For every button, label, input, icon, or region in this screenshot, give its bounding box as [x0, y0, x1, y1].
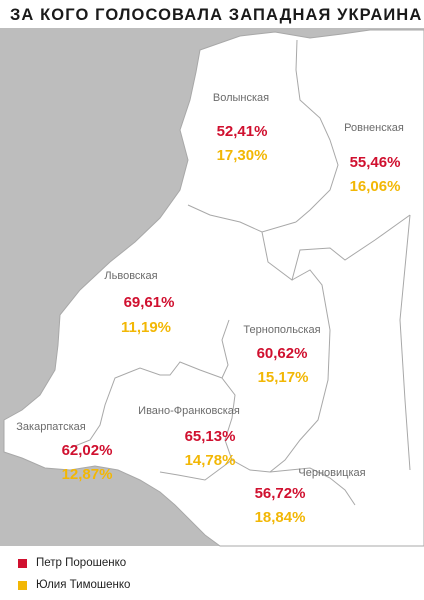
region-name: Ровненская	[344, 122, 404, 134]
region-zakarpattia: Закарпатская 62,02% 12,87%	[16, 421, 112, 483]
region-ivano-frankivsk: Ивано-Франковская 65,13% 14,78%	[138, 405, 240, 469]
tymoshenko-value: 18,84%	[255, 509, 306, 526]
red-swatch-icon	[18, 558, 27, 568]
region-lviv: Львовская 69,61% 11,19%	[104, 270, 174, 336]
poroshenko-value: 56,72%	[255, 485, 306, 502]
tymoshenko-value: 17,30%	[217, 147, 268, 164]
tymoshenko-value: 14,78%	[185, 452, 236, 469]
tymoshenko-value: 16,06%	[350, 178, 401, 195]
poroshenko-value: 55,46%	[350, 154, 401, 171]
region-name: Черновицкая	[298, 467, 365, 479]
legend-item-tymoshenko: Юлия Тимошенко	[18, 574, 130, 596]
region-name: Волынская	[213, 92, 269, 104]
region-name: Закарпатская	[16, 421, 85, 433]
poroshenko-value: 60,62%	[257, 345, 308, 362]
region-name: Тернопольская	[243, 324, 320, 336]
yellow-swatch-icon	[18, 580, 27, 590]
poroshenko-value: 62,02%	[62, 442, 113, 459]
poroshenko-value: 69,61%	[124, 294, 175, 311]
region-rivne: Ровненская 55,46% 16,06%	[344, 122, 404, 195]
oblast-borders	[69, 39, 411, 506]
legend-item-poroshenko: Петр Порошенко	[18, 552, 130, 574]
poroshenko-value: 65,13%	[185, 428, 236, 445]
legend-label: Юлия Тимошенко	[36, 579, 131, 591]
region-name: Ивано-Франковская	[138, 405, 240, 417]
tymoshenko-value: 11,19%	[121, 319, 171, 336]
legend: Петр Порошенко Юлия Тимошенко	[18, 552, 130, 596]
tymoshenko-value: 15,17%	[258, 369, 309, 386]
region-ternopil: Тернопольская 60,62% 15,17%	[243, 324, 320, 386]
tymoshenko-value: 12,87%	[62, 466, 113, 483]
region-volyn: Волынская 52,41% 17,30%	[213, 92, 269, 164]
region-chernivtsi: Черновицкая 56,72% 18,84%	[255, 467, 366, 526]
region-name: Львовская	[104, 270, 157, 282]
page-title: ЗА КОГО ГОЛОСОВАЛА ЗАПАДНАЯ УКРАИНА	[10, 6, 423, 24]
poroshenko-value: 52,41%	[217, 123, 268, 140]
legend-label: Петр Порошенко	[36, 557, 127, 569]
